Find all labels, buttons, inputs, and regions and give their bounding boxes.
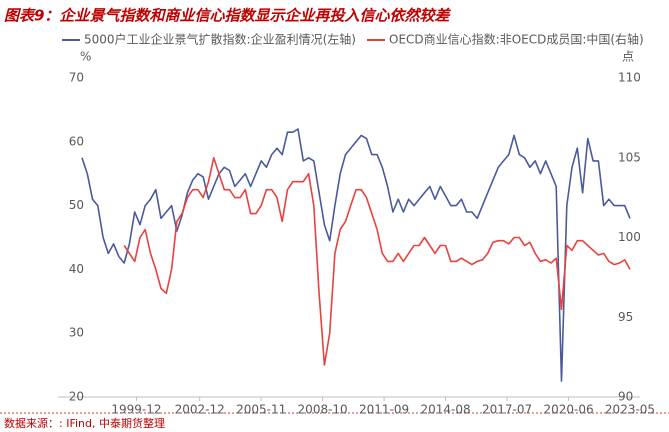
x-tick-label: 2008-10 (298, 403, 348, 417)
x-tick-label: 2017-07 (482, 403, 532, 417)
y2-tick-label: 100 (618, 230, 641, 244)
x-tick-label: 2020-06 (543, 403, 593, 417)
legend-label: OECD商业信心指数:非OECD成员国:中国(右轴) (389, 32, 644, 47)
series-line (123, 157, 631, 366)
chart-title: 图表9：企业景气指数和商业信心指数显示企业再投入信心依然较差 (4, 7, 451, 25)
y2-tick-label: 105 (618, 150, 641, 164)
y-tick-label: 70 (69, 71, 84, 85)
source: 数据来源：: IFind, 中泰期货整理 (4, 416, 165, 430)
y-tick-label: 30 (69, 326, 84, 340)
y-tick-label: 40 (69, 262, 84, 276)
x-tick-label: 2014-08 (421, 403, 471, 417)
series-line (81, 128, 631, 382)
y2-tick-label: 110 (618, 71, 641, 85)
y-unit: % (80, 50, 91, 64)
x-tick-label: 1999-12 (111, 403, 161, 417)
y-tick-label: 50 (69, 198, 84, 212)
x-tick-label: 2023-05 (605, 403, 655, 417)
y2-tick-label: 90 (618, 390, 633, 404)
x-tick-label: 2005-11 (236, 403, 286, 417)
y-tick-label: 60 (69, 134, 84, 148)
y-tick-label: 20 (69, 390, 84, 404)
y2-tick-label: 95 (618, 310, 633, 324)
legend-label: 5000户工业企业景气扩散指数:企业盈利情况(左轴) (84, 32, 356, 47)
x-tick-label: 2011-09 (359, 403, 409, 417)
x-tick-label: 2002-12 (175, 403, 225, 417)
y2-unit: 点 (622, 50, 634, 64)
